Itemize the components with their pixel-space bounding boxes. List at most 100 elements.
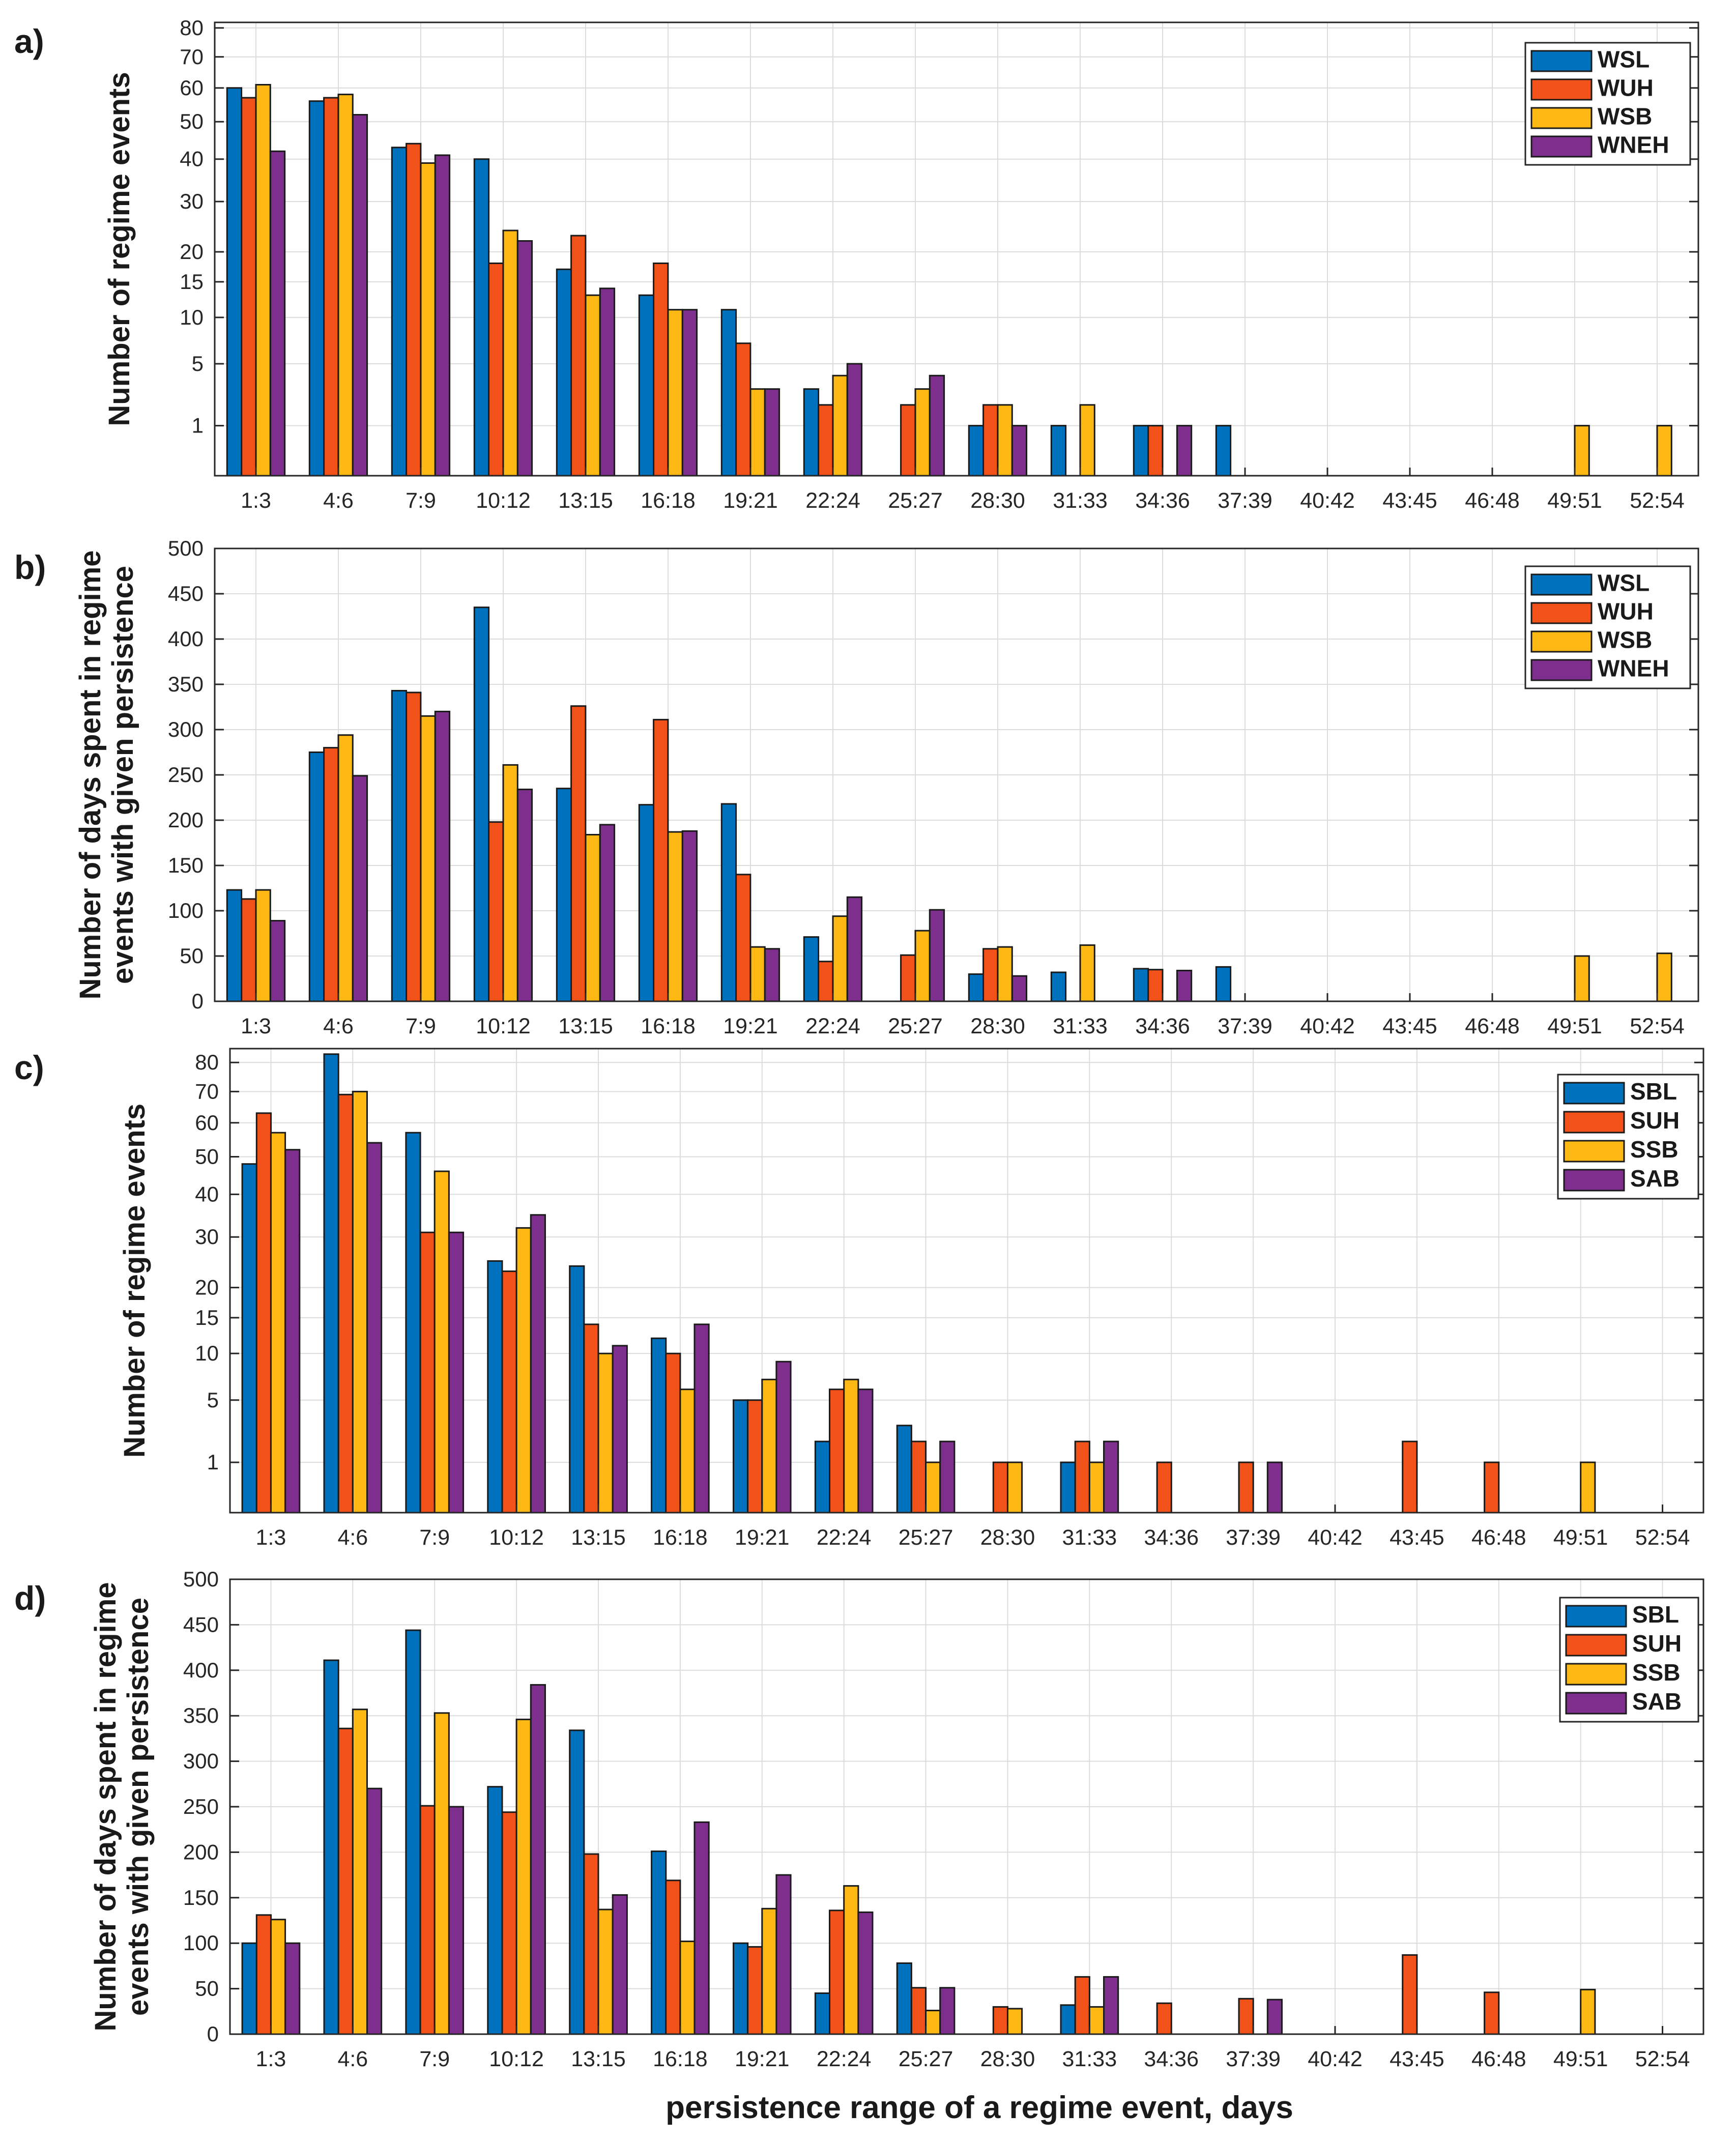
y-tick-label: 200	[183, 1840, 219, 1864]
bar-wsb-4-6	[337, 94, 354, 477]
bar-wneh-34-36	[1176, 970, 1193, 1002]
y-tick-label: 20	[180, 240, 204, 264]
bar-wuh-22-24	[818, 961, 834, 1002]
x-tick-label: 52:54	[1630, 1014, 1685, 1038]
y-tick-label: 100	[183, 1931, 219, 1955]
x-tick-label: 22:24	[805, 488, 860, 513]
bar-sab-31-33	[1103, 1976, 1119, 2035]
bar-sbl-1-3	[241, 1163, 257, 1514]
bar-wsl-4-6	[308, 751, 325, 1002]
x-tick-label: 37:39	[1226, 2047, 1281, 2071]
bar-suh-16-18	[665, 1879, 681, 2035]
bar-wneh-13-15	[599, 287, 616, 477]
y-tick-label: 50	[180, 109, 204, 133]
bar-sab-25-27	[939, 1987, 956, 2035]
bar-wsb-31-33	[1079, 944, 1095, 1002]
x-tick-label: 7:9	[419, 1525, 450, 1550]
bar-sbl-25-27	[896, 1425, 912, 1514]
bar-suh-1-3	[255, 1112, 272, 1514]
legend-label-wneh: WNEH	[1598, 655, 1669, 681]
x-tick-label: 37:39	[1218, 1014, 1272, 1038]
bar-wsl-22-24	[803, 388, 820, 477]
x-tick-label: 34:36	[1135, 488, 1190, 513]
bar-wneh-4-6	[352, 775, 368, 1002]
panel-label: b)	[14, 548, 46, 586]
bar-suh-28-30	[992, 1461, 1009, 1514]
bar-sab-16-18	[693, 1323, 710, 1514]
legend-swatch-sbl	[1565, 1605, 1627, 1628]
bar-wsb-1-3	[255, 84, 271, 477]
bar-wneh-19-21	[764, 948, 780, 1002]
y-tick-label: 70	[195, 1079, 219, 1103]
bar-wuh-4-6	[323, 97, 339, 477]
x-tick-label: 7:9	[406, 1014, 436, 1038]
y-axis-label: Number of days spent in regime	[89, 1582, 122, 2031]
bar-wneh-28-30	[1011, 425, 1028, 477]
bar-wsl-7-9	[391, 690, 408, 1002]
axes-box	[214, 21, 1699, 477]
bar-wneh-1-3	[269, 150, 286, 477]
y-tick-label: 100	[168, 899, 204, 922]
axes-box	[229, 1048, 1704, 1514]
legend-swatch-wuh	[1530, 78, 1593, 101]
bar-suh-34-36	[1156, 2002, 1172, 2035]
x-tick-label: 4:6	[323, 488, 354, 513]
bar-wneh-1-3	[269, 920, 286, 1002]
legend-label-sab: SAB	[1632, 1688, 1682, 1715]
x-tick-label: 19:21	[723, 488, 778, 513]
y-tick-label: 10	[180, 305, 204, 329]
bar-sbl-16-18	[651, 1850, 667, 2035]
bar-wuh-13-15	[570, 235, 587, 477]
bar-ssb-10-12	[515, 1227, 532, 1514]
plot-area	[215, 22, 1698, 476]
bar-wsl-10-12	[473, 606, 490, 1002]
bar-suh-43-45	[1402, 1440, 1418, 1514]
bar-sbl-19-21	[733, 1399, 749, 1514]
x-tick-label: 13:15	[571, 1525, 626, 1550]
x-tick-label: 40:42	[1300, 488, 1355, 513]
bar-wsl-1-3	[226, 87, 243, 477]
bar-wsl-7-9	[391, 147, 408, 477]
legend-swatch-wneh	[1530, 135, 1593, 158]
x-tick-label: 46:48	[1471, 2047, 1526, 2071]
x-tick-label: 43:45	[1390, 1525, 1444, 1550]
x-tick-label: 7:9	[419, 2047, 450, 2071]
x-tick-label: 19:21	[735, 2047, 790, 2071]
y-tick-label: 15	[180, 270, 204, 294]
y-tick-label: 10	[195, 1341, 219, 1365]
x-tick-label: 22:24	[805, 1014, 860, 1038]
legend-label-wsb: WSB	[1598, 626, 1652, 653]
bar-sbl-4-6	[323, 1659, 339, 2035]
x-tick-label: 28:30	[980, 2047, 1035, 2071]
bar-ssb-13-15	[597, 1352, 614, 1514]
y-tick-label: 200	[168, 808, 204, 832]
x-tick-label: 34:36	[1135, 1014, 1190, 1038]
bar-wsb-16-18	[667, 309, 683, 477]
x-tick-label: 1:3	[256, 1525, 286, 1550]
bar-wuh-34-36	[1147, 425, 1164, 477]
bar-wuh-16-18	[653, 718, 669, 1002]
bar-ssb-4-6	[352, 1709, 368, 2035]
panel-label: d)	[14, 1579, 46, 1617]
x-tick-label: 52:54	[1635, 2047, 1690, 2071]
bar-sab-4-6	[366, 1787, 383, 2035]
bar-suh-1-3	[255, 1914, 272, 2035]
bar-wsl-19-21	[720, 803, 737, 1002]
bar-sab-19-21	[775, 1874, 792, 2035]
legend-swatch-sbl	[1563, 1082, 1625, 1105]
x-tick-label: 25:27	[899, 2047, 953, 2071]
bar-wuh-28-30	[982, 948, 999, 1002]
x-tick-label: 31:33	[1053, 488, 1108, 513]
legend-label-suh: SUH	[1630, 1107, 1680, 1134]
y-tick-label: 30	[180, 189, 204, 213]
bar-sbl-7-9	[405, 1132, 421, 1514]
bar-wsb-19-21	[749, 946, 766, 1002]
x-tick-label: 43:45	[1382, 488, 1437, 513]
bar-wsb-25-27	[914, 388, 931, 477]
bar-wuh-7-9	[406, 691, 422, 1002]
bar-ssb-7-9	[433, 1712, 450, 2035]
legend-swatch-wneh	[1530, 659, 1593, 681]
bar-sbl-22-24	[814, 1440, 831, 1514]
